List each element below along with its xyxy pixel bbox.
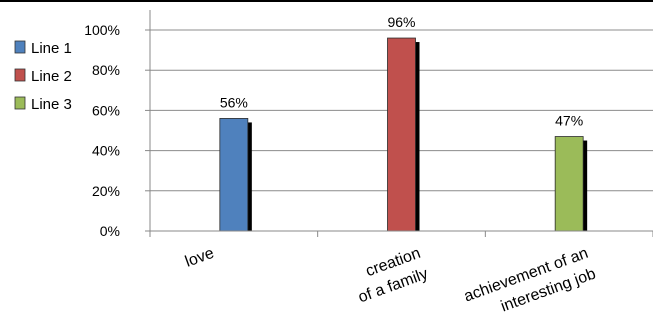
legend-label-line-1: Line 1 <box>31 40 72 57</box>
legend-swatch-line-3 <box>14 96 26 110</box>
data-label-creation-of-a-family: 96% <box>387 14 415 30</box>
legend: Line 1 Line 2 Line 3 <box>14 40 72 113</box>
y-tick-label: 20% <box>92 183 120 199</box>
y-tick-label: 0% <box>100 223 120 239</box>
y-tick-label: 100% <box>84 22 120 38</box>
y-axis-ticks: 0% 20% 40% 60% 80% 100% <box>84 10 151 239</box>
y-tick-label: 60% <box>92 102 120 118</box>
legend-label-line-3: Line 3 <box>31 96 72 113</box>
bars <box>219 37 588 232</box>
x-tick-label-love: love <box>183 245 216 271</box>
bar-achievement-of-an-interesting-job <box>554 136 584 232</box>
legend-swatch-line-1 <box>14 40 26 54</box>
bar-creation-of-a-family <box>387 37 416 232</box>
data-label-achievement-of-an-interesting-job: 47% <box>555 113 583 129</box>
data-label-love: 56% <box>220 94 248 110</box>
legend-swatch-line-2 <box>14 68 26 82</box>
x-tick-label-creation-of-a-family: creationof a family <box>349 245 431 307</box>
y-tick-label: 80% <box>92 62 120 78</box>
bar-love <box>219 118 249 232</box>
data-labels: 56% 96% 47% <box>220 14 583 128</box>
x-axis-labels: love creationof a family achievement of an… <box>183 245 598 326</box>
y-tick-label: 40% <box>92 143 120 159</box>
x-axis <box>149 230 653 237</box>
legend-label-line-2: Line 2 <box>31 68 72 85</box>
x-tick-label-achievement-of-an-interesting-job: achievement of aninteresting job <box>462 245 598 326</box>
